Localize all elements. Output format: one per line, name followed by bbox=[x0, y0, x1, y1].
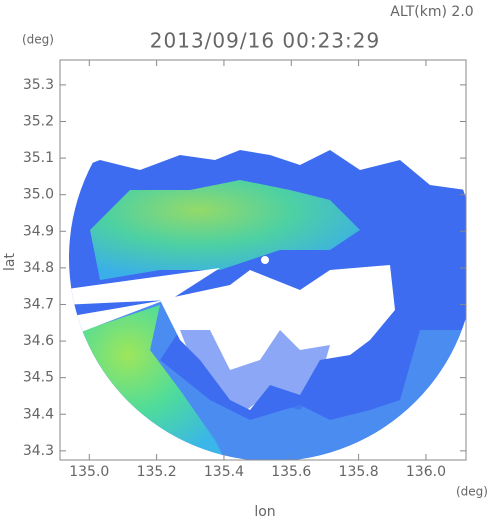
x-tick-label: 135.8 bbox=[339, 464, 379, 480]
y-tick-label: 34.8 bbox=[23, 260, 54, 276]
x-tick-label: 135.6 bbox=[271, 464, 311, 480]
y-tick-label: 35.3 bbox=[23, 77, 54, 93]
y-tick-label: 34.9 bbox=[23, 223, 54, 239]
y-tick-label: 35.2 bbox=[23, 113, 54, 129]
y-tick-label: 35.0 bbox=[23, 187, 54, 203]
plot-frame bbox=[59, 59, 467, 461]
y-tick-label: 34.7 bbox=[23, 296, 54, 312]
x-axis-label: lon bbox=[254, 504, 275, 520]
y-axis-label: lat bbox=[2, 253, 18, 271]
x-tick-label: 136.0 bbox=[406, 464, 446, 480]
y-unit: (deg) bbox=[22, 33, 54, 47]
y-tick-label: 34.4 bbox=[23, 406, 54, 422]
chart-title: 2013/09/16 00:23:29 bbox=[150, 29, 380, 53]
radar-field bbox=[69, 150, 466, 460]
y-tick-label: 34.6 bbox=[23, 333, 54, 349]
y-tick-label: 35.1 bbox=[23, 150, 54, 166]
y-tick-label: 34.5 bbox=[23, 370, 54, 386]
x-tick-label: 135.2 bbox=[137, 464, 177, 480]
x-tick-label: 135.4 bbox=[204, 464, 244, 480]
x-unit: (deg) bbox=[456, 485, 488, 499]
altitude-label: ALT(km) 2.0 bbox=[390, 4, 473, 20]
x-tick-label: 135.0 bbox=[69, 464, 109, 480]
y-tick-label: 34.3 bbox=[23, 443, 54, 459]
